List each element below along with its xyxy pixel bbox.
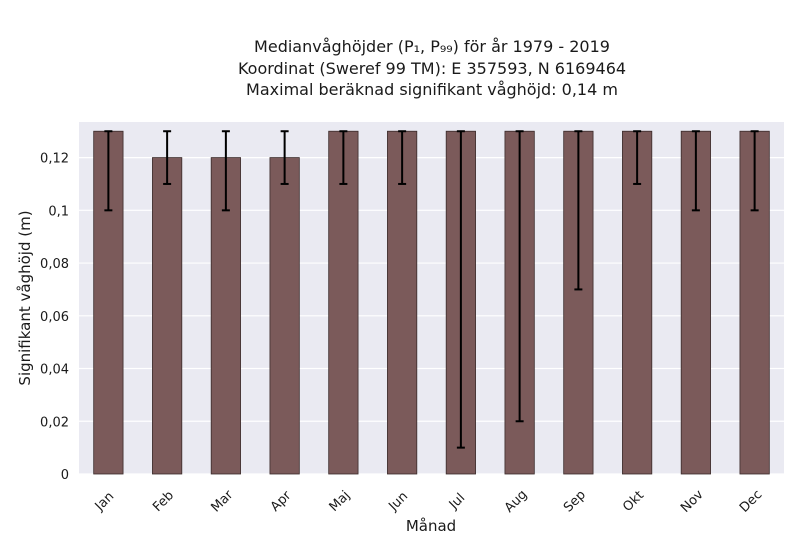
y-tick-label: 0 <box>61 468 69 483</box>
chart-title: Medianvåghöjder (P₁, P₉₉) för år 1979 - … <box>238 37 626 99</box>
bar-okt <box>622 130 653 475</box>
error-bar-mar <box>221 130 230 212</box>
x-tick-labels: Jan Feb Mar Apr Maj Jun Jul Aug Sep Okt Nov Dec <box>92 487 766 516</box>
title-line-2: Koordinat (Sweref 99 TM): E 357593, N 61… <box>238 59 626 78</box>
x-tick-label: Sep <box>561 488 589 516</box>
y-tick-label: 0,04 <box>40 363 69 378</box>
x-tick-label: Jul <box>446 491 468 513</box>
bar-apr <box>269 157 300 475</box>
x-tick-label: Jan <box>92 489 117 514</box>
x-tick-label: Nov <box>678 487 707 516</box>
grid-lines <box>79 156 784 475</box>
x-tick-label: Okt <box>620 488 647 515</box>
error-bar-feb <box>163 130 172 185</box>
y-tick-label: 0,02 <box>40 415 69 430</box>
error-bar-sep <box>574 130 583 291</box>
y-axis-label: Signifikant våghöjd (m) <box>16 210 34 385</box>
y-tick-label: 0,12 <box>40 152 69 167</box>
error-bar-apr <box>280 130 289 185</box>
error-bar-jul <box>456 130 465 449</box>
bar-feb <box>152 157 183 475</box>
error-bar-aug <box>515 130 524 423</box>
error-bar-nov <box>691 130 700 212</box>
x-tick-label: Feb <box>150 488 177 515</box>
error-bar-jun <box>398 130 407 185</box>
title-line-1: Medianvåghöjder (P₁, P₉₉) för år 1979 - … <box>254 37 610 56</box>
x-tick-label: Aug <box>502 487 531 516</box>
title-line-3: Maximal beräknad signifikant våghöjd: 0,… <box>246 80 618 99</box>
x-tick-label: Dec <box>737 487 765 515</box>
bar-jun <box>387 130 418 475</box>
error-bar-dec <box>750 130 759 212</box>
y-tick-label: 0,1 <box>48 204 69 219</box>
x-axis-label: Månad <box>406 517 456 535</box>
bar-maj <box>328 130 359 475</box>
error-bar-okt <box>633 130 642 185</box>
bar-mar <box>210 157 241 475</box>
x-tick-label: Apr <box>268 488 295 515</box>
y-tick-label: 0,08 <box>40 257 69 272</box>
error-bar-jan <box>104 130 113 212</box>
x-tick-label: Jun <box>385 489 411 515</box>
y-tick-label: 0,06 <box>40 310 69 325</box>
x-tick-label: Maj <box>327 488 354 515</box>
plot-area <box>79 122 784 474</box>
error-bar-maj <box>339 130 348 185</box>
x-tick-label: Mar <box>208 487 236 515</box>
y-tick-labels: 0 0,02 0,04 0,06 0,08 0,1 0,12 <box>40 152 69 483</box>
error-bars <box>104 130 759 449</box>
